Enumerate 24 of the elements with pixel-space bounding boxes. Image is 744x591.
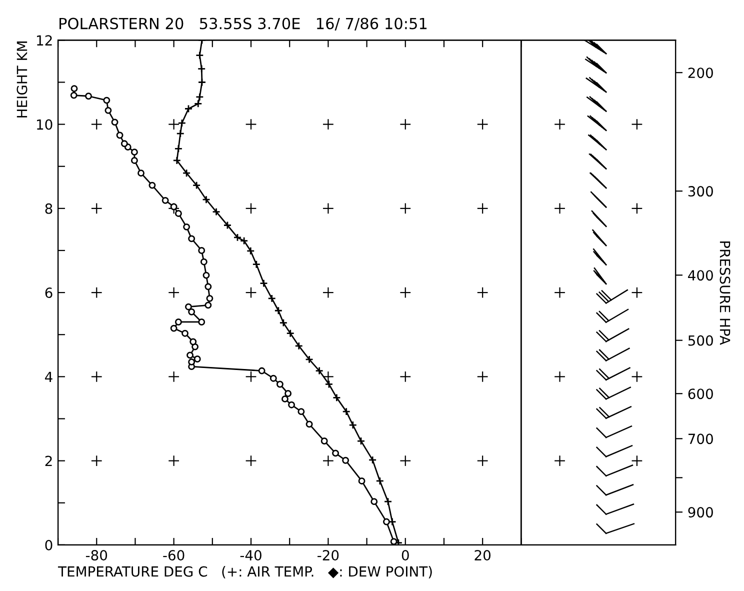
- y2-tick-label: 600: [688, 388, 713, 400]
- y-tick-label: 2: [45, 456, 52, 466]
- y2-tick-label: 300: [688, 186, 713, 197]
- y2-tick-label: 400: [688, 270, 713, 281]
- y2-axis-title: PRESSURE HPA: [720, 241, 730, 345]
- x-tick-label: -40: [240, 550, 262, 561]
- y-tick-label: 0: [45, 540, 52, 550]
- x-tick-label: -20: [318, 550, 339, 561]
- chart-title: POLARSTERN 20 53.55S 3.70E 16/ 7/86 10:51: [60, 18, 427, 30]
- y-tick-label: 4: [45, 372, 52, 382]
- y-axis-title: HEIGHT KM: [16, 42, 28, 118]
- x-axis-title: TEMPERATURE DEG C (+: AIR TEMP. ◆: DEW POINT): [58, 566, 432, 578]
- x-tick-label: -60: [163, 550, 184, 561]
- y2-tick-label: 900: [688, 507, 713, 518]
- y-tick-label: 10: [37, 119, 52, 130]
- x-tick-label: -80: [86, 550, 108, 561]
- y2-tick-label: 500: [688, 335, 713, 346]
- y-tick-label: 12: [37, 35, 52, 46]
- y2-tick-label: 700: [688, 434, 713, 444]
- x-tick-label: 0: [402, 550, 409, 561]
- y-tick-label: 8: [45, 203, 52, 214]
- x-tick-label: 20: [474, 550, 490, 561]
- y2-tick-label: 200: [688, 68, 713, 78]
- y-tick-label: 6: [45, 288, 52, 298]
